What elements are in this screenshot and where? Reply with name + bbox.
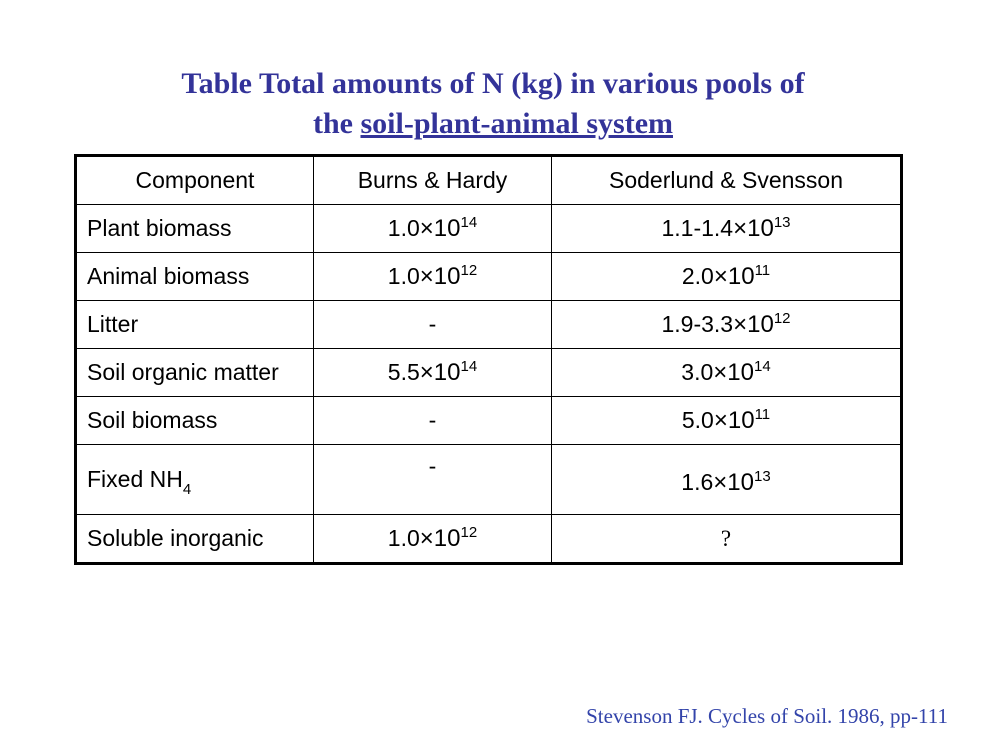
table-row: Soil organic matter 5.5×1014 3.0×1014 bbox=[75, 348, 902, 397]
component-cell: Animal biomass bbox=[75, 252, 314, 301]
title-line-1: Table Total amounts of N (kg) in various… bbox=[181, 67, 805, 100]
table-row: Animal biomass 1.0×1012 2.0×1011 bbox=[75, 252, 902, 301]
burns-value-cell: - bbox=[313, 396, 552, 445]
soderlund-value-cell: 5.0×1011 bbox=[551, 396, 902, 445]
component-cell: Fixed NH4 bbox=[75, 444, 314, 515]
component-cell: Litter bbox=[75, 300, 314, 349]
component-cell: Plant biomass bbox=[75, 204, 314, 253]
burns-value-cell: - bbox=[313, 300, 552, 349]
burns-value-cell: 1.0×1012 bbox=[313, 252, 552, 301]
soderlund-value-cell: ? bbox=[551, 514, 902, 564]
header-burns-hardy: Burns & Hardy bbox=[313, 155, 552, 205]
burns-value-cell: 1.0×1014 bbox=[313, 204, 552, 253]
title-line-2-prefix: the bbox=[312, 107, 361, 140]
table-row: Fixed NH4 - 1.6×1013 bbox=[75, 444, 902, 515]
soderlund-value-cell: 3.0×1014 bbox=[551, 348, 902, 397]
burns-value-cell: 5.5×1014 bbox=[313, 348, 552, 397]
table-row: Litter - 1.9-3.3×1012 bbox=[75, 300, 902, 349]
table-row: Plant biomass 1.0×1014 1.1-1.4×1013 bbox=[75, 204, 902, 253]
title-line-2: the soil-plant-animal system bbox=[0, 104, 986, 144]
soderlund-value-cell: 1.6×1013 bbox=[551, 444, 902, 515]
soderlund-value-cell: 2.0×1011 bbox=[551, 252, 902, 301]
citation: Stevenson FJ. Cycles of Soil. 1986, pp-1… bbox=[586, 704, 948, 728]
table-row: Soil biomass - 5.0×1011 bbox=[75, 396, 902, 445]
table-header-row: Component Burns & Hardy Soderlund & Sven… bbox=[75, 155, 902, 205]
table-row: Soluble inorganic 1.0×1012 ? bbox=[75, 514, 902, 564]
burns-value-cell: - bbox=[313, 444, 552, 515]
slide-title: Table Total amounts of N (kg) in various… bbox=[0, 64, 986, 144]
header-component: Component bbox=[75, 155, 314, 205]
title-underlined-text: soil-plant-animal system bbox=[360, 107, 673, 140]
component-cell: Soil biomass bbox=[75, 396, 314, 445]
burns-value-cell: 1.0×1012 bbox=[313, 514, 552, 564]
nitrogen-pools-table: Component Burns & Hardy Soderlund & Sven… bbox=[74, 154, 903, 565]
soderlund-value-cell: 1.1-1.4×1013 bbox=[551, 204, 902, 253]
soderlund-value-cell: 1.9-3.3×1012 bbox=[551, 300, 902, 349]
header-soderlund-svensson: Soderlund & Svensson bbox=[551, 155, 902, 205]
component-cell: Soil organic matter bbox=[75, 348, 314, 397]
component-cell: Soluble inorganic bbox=[75, 514, 314, 564]
